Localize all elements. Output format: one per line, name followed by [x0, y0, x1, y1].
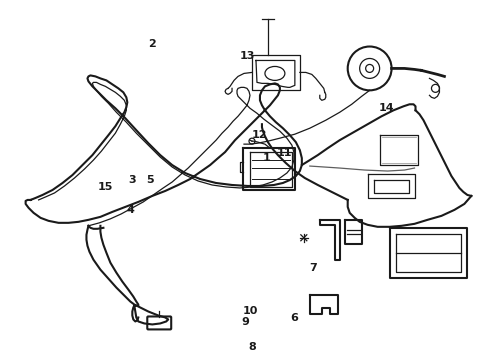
Text: 2: 2 [148, 39, 156, 49]
Text: 1: 1 [263, 153, 271, 163]
Text: 6: 6 [290, 313, 298, 323]
Text: 8: 8 [248, 342, 256, 352]
Text: 4: 4 [126, 206, 134, 216]
Text: 15: 15 [98, 182, 113, 192]
Text: 9: 9 [241, 317, 249, 327]
Text: 13: 13 [240, 51, 255, 61]
Text: 10: 10 [242, 306, 258, 316]
FancyBboxPatch shape [147, 316, 171, 329]
Text: 7: 7 [310, 263, 318, 273]
Text: 14: 14 [379, 103, 394, 113]
Text: 5: 5 [146, 175, 153, 185]
Text: 3: 3 [129, 175, 136, 185]
Text: 11: 11 [276, 148, 292, 158]
Text: 12: 12 [252, 130, 268, 140]
